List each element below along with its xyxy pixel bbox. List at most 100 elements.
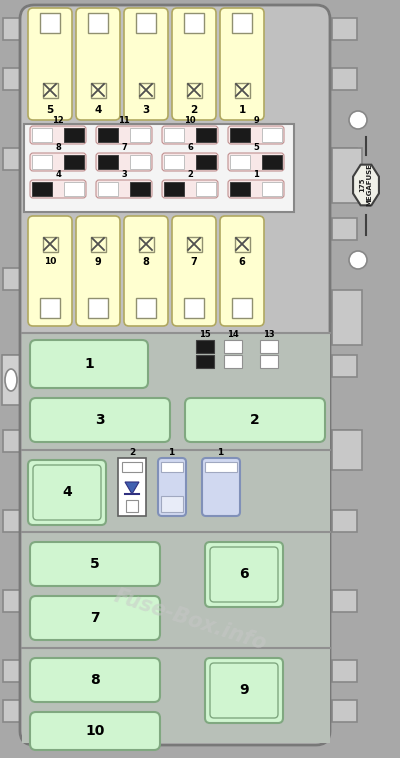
Bar <box>32 128 52 142</box>
FancyBboxPatch shape <box>28 8 72 120</box>
Bar <box>224 340 242 353</box>
Bar <box>3 148 23 170</box>
Bar <box>230 128 250 142</box>
FancyBboxPatch shape <box>220 8 264 120</box>
Bar <box>196 340 214 353</box>
Text: 7: 7 <box>191 257 197 267</box>
Bar <box>139 83 154 98</box>
FancyBboxPatch shape <box>30 658 160 702</box>
Text: 7: 7 <box>121 143 127 152</box>
Bar <box>88 298 108 318</box>
Polygon shape <box>353 164 379 205</box>
Text: 9: 9 <box>253 116 259 125</box>
Bar <box>260 355 278 368</box>
Bar <box>332 290 362 345</box>
Bar <box>332 510 357 532</box>
Text: 10: 10 <box>184 116 196 125</box>
Bar <box>64 182 84 196</box>
FancyBboxPatch shape <box>228 126 284 144</box>
Bar <box>332 355 357 377</box>
Bar <box>332 430 362 470</box>
Text: 10: 10 <box>85 724 105 738</box>
Text: 6: 6 <box>239 567 249 581</box>
Bar <box>2 355 20 405</box>
Bar <box>3 510 23 532</box>
Text: 4: 4 <box>62 485 72 499</box>
Bar <box>232 298 252 318</box>
Text: 3: 3 <box>142 105 150 115</box>
Bar <box>235 237 250 252</box>
Bar <box>164 182 184 196</box>
FancyBboxPatch shape <box>202 458 240 516</box>
FancyBboxPatch shape <box>30 596 160 640</box>
Text: 1: 1 <box>168 448 174 457</box>
FancyBboxPatch shape <box>30 542 160 586</box>
Bar <box>332 430 357 452</box>
Text: 2: 2 <box>190 105 198 115</box>
Text: 2: 2 <box>187 170 193 179</box>
Bar <box>126 500 138 512</box>
Bar <box>32 182 52 196</box>
Text: 9: 9 <box>239 683 249 697</box>
FancyBboxPatch shape <box>162 126 218 144</box>
Bar <box>136 298 156 318</box>
Bar <box>40 298 60 318</box>
FancyBboxPatch shape <box>20 5 330 745</box>
FancyBboxPatch shape <box>162 153 218 171</box>
FancyBboxPatch shape <box>96 153 152 171</box>
Bar <box>332 68 357 90</box>
Bar <box>262 155 282 169</box>
Bar <box>24 124 294 212</box>
FancyBboxPatch shape <box>76 216 120 326</box>
Bar <box>43 83 58 98</box>
Text: 175
MEGAFUSE: 175 MEGAFUSE <box>360 164 372 206</box>
FancyBboxPatch shape <box>30 340 148 388</box>
Text: 12: 12 <box>52 116 64 125</box>
Bar <box>32 155 52 169</box>
Bar <box>332 700 357 722</box>
Bar <box>232 13 252 33</box>
FancyBboxPatch shape <box>30 398 170 442</box>
FancyBboxPatch shape <box>172 216 216 326</box>
FancyBboxPatch shape <box>158 458 186 516</box>
FancyBboxPatch shape <box>228 180 284 198</box>
Bar <box>205 462 237 472</box>
Text: 4: 4 <box>94 105 102 115</box>
FancyBboxPatch shape <box>124 8 168 120</box>
Bar <box>91 237 106 252</box>
FancyBboxPatch shape <box>185 398 325 442</box>
Bar <box>3 590 23 612</box>
Bar <box>332 18 357 40</box>
Text: 7: 7 <box>90 611 100 625</box>
Bar <box>262 128 282 142</box>
Bar <box>22 333 330 743</box>
Text: 11: 11 <box>118 116 130 125</box>
Text: 3: 3 <box>121 170 127 179</box>
Text: 1: 1 <box>253 170 259 179</box>
Text: 9: 9 <box>95 257 101 267</box>
Bar <box>332 300 357 322</box>
Bar <box>130 182 150 196</box>
Bar <box>262 182 282 196</box>
Bar <box>187 83 202 98</box>
Bar <box>332 218 357 240</box>
Bar <box>98 182 118 196</box>
Bar <box>184 13 204 33</box>
Bar <box>98 155 118 169</box>
Bar <box>164 128 184 142</box>
FancyBboxPatch shape <box>28 216 72 326</box>
Bar <box>64 128 84 142</box>
Text: 5: 5 <box>253 143 259 152</box>
Bar <box>118 458 146 516</box>
FancyBboxPatch shape <box>30 712 160 750</box>
Bar <box>332 590 357 612</box>
Bar <box>161 496 183 512</box>
Bar <box>3 355 23 377</box>
Bar <box>196 182 216 196</box>
Bar <box>230 182 250 196</box>
Bar <box>40 13 60 33</box>
Bar <box>332 148 357 170</box>
Bar <box>122 462 142 472</box>
FancyBboxPatch shape <box>96 126 152 144</box>
Text: 3: 3 <box>95 413 105 427</box>
